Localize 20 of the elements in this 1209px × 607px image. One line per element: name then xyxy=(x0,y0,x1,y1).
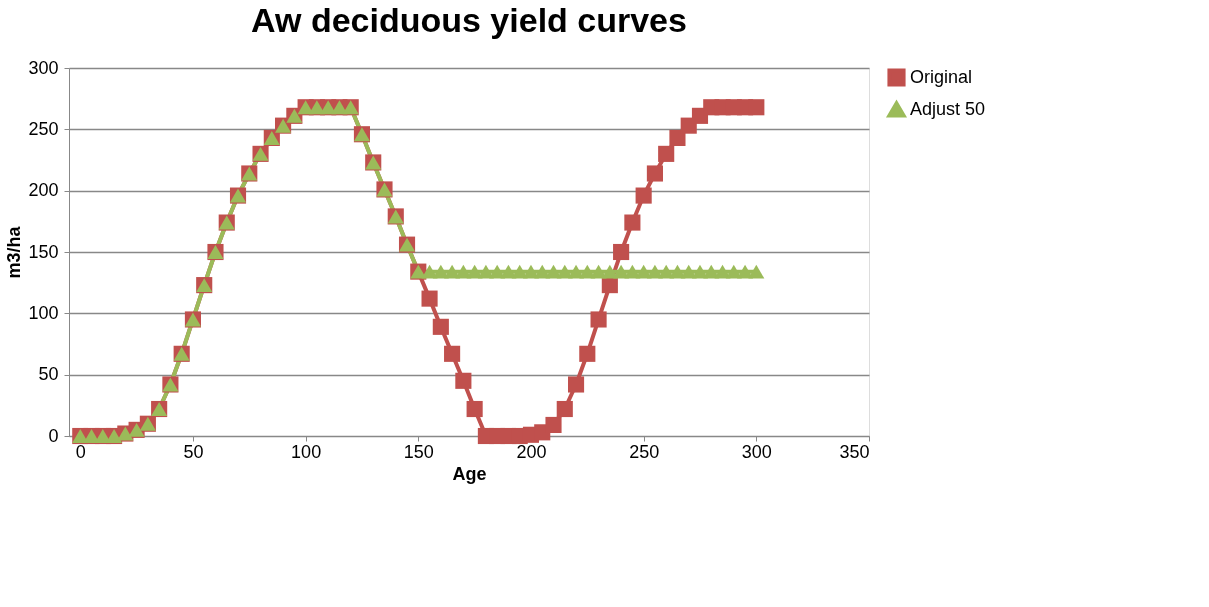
y-tick-label: 200 xyxy=(28,180,59,201)
y-tick-label: 0 xyxy=(48,425,59,446)
y-tick-label: 50 xyxy=(38,364,59,385)
y-axis-title: m3/ha xyxy=(4,225,25,279)
x-tick-label: 200 xyxy=(516,441,547,462)
y-tick-label: 150 xyxy=(28,241,59,262)
x-tick-label: 0 xyxy=(75,441,86,462)
x-tick-label: 350 xyxy=(839,441,870,462)
y-tick-label: 300 xyxy=(28,57,59,78)
legend-label: Adjust 50 xyxy=(910,98,986,119)
x-tick-label: 150 xyxy=(403,441,434,462)
x-axis-title: Age xyxy=(452,463,487,484)
x-tick-label: 100 xyxy=(291,441,322,462)
chart-title: Aw deciduous yield curves xyxy=(251,1,687,39)
x-tick-label: 50 xyxy=(183,441,204,462)
x-tick-label: 250 xyxy=(629,441,660,462)
y-tick-label: 250 xyxy=(28,118,59,139)
y-tick-label: 100 xyxy=(28,302,59,323)
x-tick-label: 300 xyxy=(741,441,772,462)
legend-label: Original xyxy=(910,66,973,87)
